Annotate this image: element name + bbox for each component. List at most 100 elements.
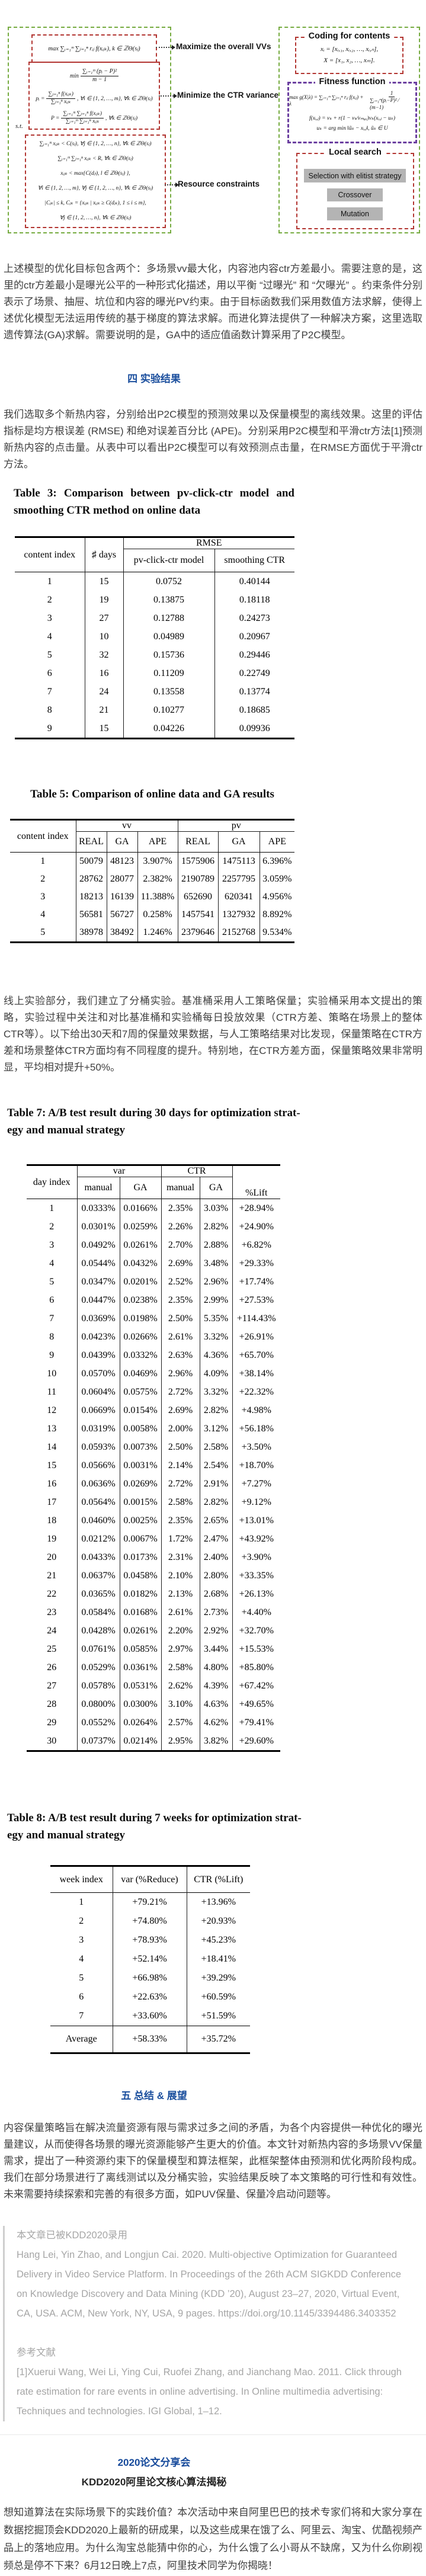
table-cell: 0.0365% bbox=[77, 1585, 120, 1603]
table-cell: 3.82% bbox=[200, 1732, 233, 1751]
table-row: 2 19 0.13875 0.18118 bbox=[15, 591, 294, 609]
table3-col-days: ♯ days bbox=[85, 537, 124, 572]
table-cell: 2.57% bbox=[161, 1713, 200, 1732]
table-row: 2 +74.80% +20.93% bbox=[50, 1912, 250, 1931]
table-cell: 6 bbox=[15, 664, 85, 683]
table-cell: 3.44% bbox=[200, 1640, 233, 1658]
table-cell: 0.0168% bbox=[120, 1603, 162, 1622]
table-cell: 2.70% bbox=[161, 1236, 200, 1254]
table-cell: +33.60% bbox=[113, 2007, 187, 2026]
table-cell: 0.0166% bbox=[120, 1199, 162, 1217]
table7-group-ctr: CTR bbox=[161, 1165, 233, 1177]
table-cell: +45.23% bbox=[201, 1935, 236, 1945]
table-cell: +20.93% bbox=[201, 1916, 236, 1926]
section-divider bbox=[0, 2434, 426, 2435]
table-cell: +52.14% bbox=[113, 1950, 187, 1969]
table-cell: 2.14% bbox=[161, 1456, 200, 1475]
table-cell: 38492 bbox=[107, 924, 138, 943]
table-row: 3 +78.93% +45.23% bbox=[50, 1931, 250, 1950]
table-row: 4 10 0.04989 0.20967 bbox=[15, 627, 294, 646]
table-row: 23 0.0584% 0.0168% 2.61% 2.73% +4.40% bbox=[27, 1603, 280, 1622]
table-cell: 0.13875 bbox=[123, 591, 215, 609]
table-cell: 0.0800% bbox=[77, 1695, 120, 1713]
table-cell: 620341 bbox=[218, 888, 260, 906]
table-cell: 0.0173% bbox=[120, 1548, 162, 1566]
table-cell: 0.0460% bbox=[77, 1511, 120, 1530]
table-cell: 2.35% bbox=[161, 1199, 200, 1217]
table-cell: 3.48% bbox=[200, 1254, 233, 1273]
table-cell: 48123 bbox=[107, 852, 138, 870]
table-cell: 0.0752 bbox=[123, 572, 215, 591]
table3-title-line2: smoothing CTR method on online data bbox=[14, 504, 201, 517]
table-cell: 2.88% bbox=[200, 1236, 233, 1254]
table-row: 2 0.0301% 0.0259% 2.26% 2.82% +24.90% bbox=[27, 1217, 280, 1236]
table-cell: +28.94% bbox=[239, 1203, 274, 1213]
table-cell: 0.0182% bbox=[120, 1585, 162, 1603]
table-cell: 23 bbox=[27, 1603, 78, 1622]
table-cell: 11 bbox=[27, 1383, 78, 1401]
table-cell: 14 bbox=[27, 1438, 78, 1456]
table-cell: +85.80% bbox=[239, 1662, 274, 1673]
table-row: 26 0.0529% 0.0361% 2.58% 4.80% +85.80% bbox=[27, 1658, 280, 1677]
table-cell: 0.0369% bbox=[77, 1309, 120, 1328]
table-row: 10 0.0570% 0.0469% 2.96% 4.09% +38.14% bbox=[27, 1364, 280, 1383]
table-cell: 17 bbox=[27, 1493, 78, 1511]
table7-title-line2: egy and manual strategy bbox=[7, 1124, 125, 1136]
table-cell: 5 bbox=[50, 1969, 113, 1988]
table-cell: +29.33% bbox=[239, 1258, 274, 1268]
table5-col-ape-vv: APE bbox=[137, 831, 178, 853]
footer-event-body: 想知道算法在实际场景下的实践价值？本次活动中来自阿里巴巴的技术专家们将和大家分享… bbox=[4, 2507, 422, 2571]
table-cell: 3.059% bbox=[262, 874, 292, 884]
figure-ga-framework: max ∑ᵢ₌₁ᵐ ∑ⱼ₌₁ⁿ rᵢⱼ f(xᵢⱼₖ), k ∈ ℤΘ(sⱼ) … bbox=[0, 0, 426, 249]
table-cell: 9 bbox=[27, 1346, 78, 1364]
table-cell: 0.0332% bbox=[120, 1346, 162, 1364]
table-cell: 0.0531% bbox=[120, 1677, 162, 1695]
table-cell: 16139 bbox=[107, 888, 138, 906]
table-cell: 0.0447% bbox=[77, 1291, 120, 1309]
table-row: 6 0.0447% 0.0238% 2.35% 2.99% +27.53% bbox=[27, 1291, 280, 1309]
fitness-title: Fitness function bbox=[315, 77, 390, 86]
table-cell: 12 bbox=[27, 1401, 78, 1420]
table-cell: 0.18685 bbox=[239, 704, 270, 715]
table-cell: 2.61% bbox=[161, 1328, 200, 1346]
table-cell: 0.0584% bbox=[77, 1603, 120, 1622]
table-cell: 3 bbox=[15, 609, 85, 627]
table-cell: 2.47% bbox=[200, 1530, 233, 1548]
table-cell: 6 bbox=[27, 1291, 78, 1309]
table3-body: 1 15 0.0752 0.40144 2 19 0.13875 0.18118 3 27 0.12… bbox=[15, 572, 294, 739]
table8-average-ctr: +35.72% bbox=[201, 2034, 236, 2044]
table3-group-rmse: RMSE bbox=[123, 537, 295, 549]
table-cell: +33.35% bbox=[239, 1570, 274, 1581]
table-row: 9 0.0439% 0.0332% 2.63% 4.36% +65.70% bbox=[27, 1346, 280, 1364]
table-cell: +74.80% bbox=[113, 1912, 187, 1931]
constraint-formula: ∀i ∈ {1, 2, …, m}, ∀j ∈ {1, 2, …, n}, ∀k… bbox=[37, 185, 153, 191]
table-cell: 2.61% bbox=[161, 1603, 200, 1622]
table-cell: 16 bbox=[85, 664, 124, 683]
table8-body: 1 +79.21% +13.96% 2 +74.80% +20.93% 3 +78.93% +4… bbox=[50, 1892, 250, 2026]
table-cell: 11.388% bbox=[137, 888, 178, 906]
table-row: 17 0.0564% 0.0015% 2.58% 2.82% +9.12% bbox=[27, 1493, 280, 1511]
table-row: 1 +79.21% +13.96% bbox=[50, 1892, 250, 1912]
table7-body: 1 0.0333% 0.0166% 2.35% 3.03% +28.94% 2 0.0301%… bbox=[27, 1199, 280, 1751]
table-row: 5 0.0347% 0.0201% 2.52% 2.96% +17.74% bbox=[27, 1273, 280, 1291]
table-cell: 0.0593% bbox=[77, 1438, 120, 1456]
table-cell: 4.956% bbox=[262, 892, 292, 902]
table-row: 5 32 0.15736 0.29446 bbox=[15, 646, 294, 664]
constraints-box: ∑ᵢ₌₁ᵐ xᵢⱼₖ < C(sⱼ), ∀j ∈ {1, 2, …, n}, ∀… bbox=[25, 134, 166, 228]
table-cell: 652690 bbox=[178, 888, 219, 906]
table3-col-model: pv-click-ctr model bbox=[123, 549, 215, 572]
table-cell: 28 bbox=[27, 1695, 78, 1713]
coding-title: Coding for contents bbox=[304, 31, 395, 41]
table-cell: 0.11209 bbox=[123, 664, 215, 683]
table5-group-vv: vv bbox=[76, 819, 178, 832]
table-cell: 0.0492% bbox=[77, 1236, 120, 1254]
footer-event-subtitle: KDD2020阿里论文核心算法揭秘 bbox=[81, 2476, 227, 2488]
table-cell: 0.04989 bbox=[123, 627, 215, 646]
table-cell: 10 bbox=[27, 1364, 78, 1383]
table-cell: 0.0433% bbox=[77, 1548, 120, 1566]
table-cell: 1 bbox=[50, 1892, 113, 1912]
table-cell: +4.40% bbox=[241, 1607, 271, 1617]
table-cell: 0.0761% bbox=[77, 1640, 120, 1658]
table5-title: Table 5: Comparison of online data and G… bbox=[30, 788, 274, 800]
table-cell: 2.97% bbox=[161, 1640, 200, 1658]
